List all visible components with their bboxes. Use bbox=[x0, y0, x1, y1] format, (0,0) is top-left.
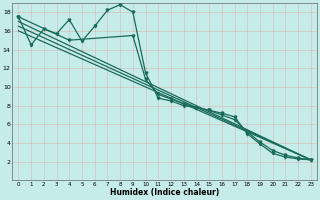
X-axis label: Humidex (Indice chaleur): Humidex (Indice chaleur) bbox=[110, 188, 219, 197]
